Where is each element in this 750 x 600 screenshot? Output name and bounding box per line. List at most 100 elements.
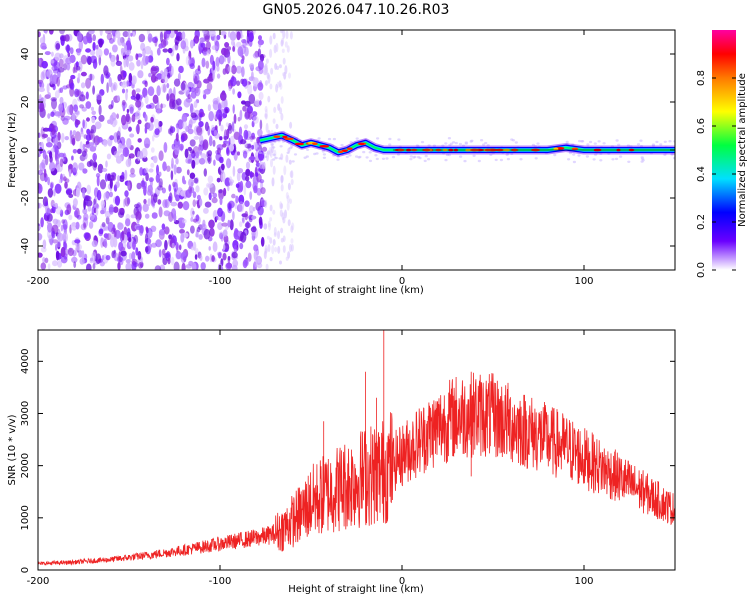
noise-cell: [148, 177, 154, 183]
noise-cell: [168, 184, 172, 192]
noise-cell: [254, 257, 257, 268]
noise-cell: [244, 222, 251, 229]
noise-cell: [127, 37, 131, 45]
noise-cell: [249, 63, 255, 69]
noise-cell: [48, 30, 54, 35]
noise-cell: [211, 197, 218, 204]
noise-cell: [223, 98, 228, 110]
noise-cell: [269, 148, 273, 158]
noise-cell: [148, 72, 152, 78]
noise-cell: [212, 139, 216, 147]
noise-cell: [170, 126, 176, 133]
noise-cell: [228, 143, 235, 152]
noise-cell: [245, 180, 252, 189]
y-tick-label: -20: [20, 190, 31, 206]
noise-cell: [480, 139, 484, 142]
noise-cell: [81, 106, 87, 112]
noise-cell: [44, 51, 51, 56]
noise-cell: [135, 110, 141, 120]
noise-cell: [98, 104, 102, 116]
noise-cell: [137, 138, 142, 143]
noise-cell: [219, 232, 224, 240]
noise-cell: [164, 239, 168, 251]
noise-cell: [240, 139, 247, 145]
noise-cell: [52, 84, 56, 91]
noise-cell: [577, 154, 581, 157]
colorbar-tick-label: 0.4: [696, 166, 707, 182]
noise-cell: [578, 139, 582, 143]
noise-cell: [144, 95, 149, 104]
noise-cell: [409, 155, 413, 158]
noise-cell: [47, 188, 54, 198]
noise-cell: [220, 124, 224, 132]
colorbar-ticks: 0.0 0.2 0.4 0.6 0.8: [696, 70, 736, 278]
noise-cell: [280, 227, 284, 234]
noise-cell: [200, 153, 207, 160]
noise-cell: [161, 223, 166, 230]
noise-cell: [179, 229, 185, 234]
noise-cell: [287, 182, 291, 191]
noise-cell: [46, 83, 50, 94]
noise-cell: [240, 58, 245, 65]
noise-cell: [124, 190, 129, 198]
noise-cell: [134, 203, 140, 209]
noise-cell: [258, 161, 264, 170]
noise-cell: [263, 223, 268, 230]
noise-cell: [57, 67, 65, 73]
noise-cell: [86, 128, 91, 135]
noise-cell: [177, 201, 183, 209]
noise-cell: [282, 57, 286, 65]
noise-cell: [283, 165, 287, 176]
noise-cell: [100, 73, 105, 85]
noise-cell: [189, 139, 196, 147]
noise-cell: [272, 118, 276, 124]
noise-cell: [249, 135, 256, 140]
noise-cell: [388, 137, 392, 141]
noise-cell: [105, 30, 112, 35]
noise-cell: [46, 207, 51, 218]
noise-cell: [256, 136, 261, 144]
noise-cell: [131, 89, 136, 98]
y-tick-label: 4000: [20, 349, 31, 374]
noise-cell: [264, 80, 268, 86]
noise-cell: [75, 187, 80, 198]
noise-cell: [155, 187, 161, 196]
noise-cell: [52, 260, 58, 267]
noise-cell: [223, 235, 229, 243]
noise-cell: [159, 31, 164, 43]
noise-cell: [79, 104, 85, 109]
noise-cell: [190, 39, 194, 49]
noise-cell: [615, 139, 619, 142]
x-tick-label: 100: [574, 276, 593, 287]
noise-cell: [259, 179, 265, 184]
noise-cell: [199, 113, 203, 118]
noise-cell: [183, 180, 187, 185]
noise-cell: [180, 82, 186, 91]
noise-cell: [199, 198, 203, 207]
noise-cell: [53, 61, 60, 71]
noise-cell: [125, 113, 130, 123]
noise-cell: [655, 140, 659, 144]
noise-cell: [227, 256, 231, 265]
track-hotspot: [358, 142, 365, 146]
noise-cell: [189, 149, 195, 154]
noise-cell: [626, 144, 631, 147]
noise-cell: [208, 111, 214, 122]
noise-cell: [235, 195, 239, 204]
noise-cell: [221, 222, 228, 227]
noise-cell: [135, 100, 142, 108]
noise-cell: [59, 53, 64, 59]
noise-cell: [91, 240, 98, 248]
noise-cell: [272, 209, 276, 215]
noise-cell: [38, 183, 43, 194]
noise-cell: [275, 123, 279, 129]
noise-cell: [258, 151, 263, 155]
noise-cell: [97, 136, 103, 143]
noise-cell: [124, 169, 128, 181]
noise-cell: [415, 144, 419, 147]
noise-cell: [89, 49, 96, 56]
noise-cell: [427, 158, 431, 161]
noise-cell: [397, 138, 401, 141]
noise-cell: [252, 52, 260, 59]
noise-cell: [180, 233, 185, 243]
